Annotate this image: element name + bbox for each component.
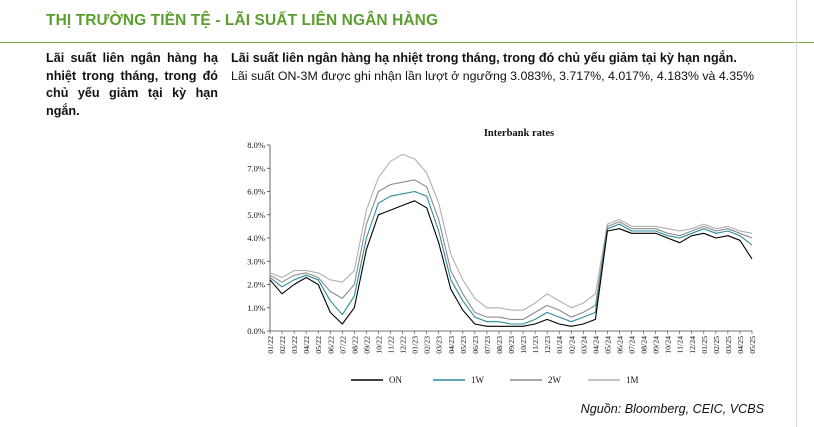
y-tick-label: 3.0%	[247, 256, 265, 266]
series-line-1w	[269, 190, 753, 325]
x-tick-label: 08/24	[640, 336, 649, 354]
page-divider	[796, 0, 797, 427]
x-tick-label: 12/24	[688, 336, 697, 354]
chart-title: Interbank rates	[484, 128, 554, 139]
x-tick-label: 05/25	[748, 336, 757, 354]
summary-body: Lãi suất ON-3M được ghi nhận lần lượt ở …	[231, 69, 755, 83]
x-tick-label: 04/24	[591, 336, 600, 354]
x-tick-label: 09/24	[652, 336, 661, 354]
y-tick-label: 1.0%	[247, 303, 265, 313]
x-tick-label: 06/24	[615, 336, 624, 354]
x-tick-label: 04/25	[736, 336, 745, 354]
x-tick-label: 02/24	[567, 336, 576, 354]
sidebar-summary: Lãi suất liên ngân hàng hạ nhiệt trong t…	[46, 51, 218, 118]
x-tick-label: 03/24	[579, 336, 588, 354]
section-header: THỊ TRƯỜNG TIỀN TỆ - LÃI SUẤT LIÊN NGÂN …	[0, 0, 814, 43]
series-line-on	[269, 200, 753, 327]
section-title: THỊ TRƯỜNG TIỀN TỆ - LÃI SUẤT LIÊN NGÂN …	[46, 12, 439, 29]
x-tick-label: 01/25	[700, 336, 709, 354]
x-tick-label: 03/25	[724, 336, 733, 354]
x-tick-label: 07/24	[628, 336, 637, 354]
x-tick-label: 11/22	[387, 336, 396, 354]
y-tick-label: 0.0%	[247, 326, 265, 336]
legend-label-1w: 1W	[471, 375, 485, 385]
y-tick-label: 6.0%	[247, 187, 265, 197]
x-tick-label: 03/23	[435, 336, 444, 354]
x-tick-label: 06/23	[471, 336, 480, 354]
x-tick-label: 02/22	[278, 336, 287, 354]
x-tick-label: 04/23	[447, 336, 456, 354]
x-tick-label: 01/24	[555, 336, 564, 354]
x-tick-label: 09/22	[362, 336, 371, 354]
x-tick-label: 05/24	[603, 336, 612, 354]
x-tick-label: 12/22	[399, 336, 408, 354]
x-tick-label: 11/24	[676, 336, 685, 354]
x-tick-label: 07/22	[338, 336, 347, 354]
x-tick-label: 01/23	[411, 336, 420, 354]
x-tick-label: 09/23	[507, 336, 516, 354]
y-tick-label: 7.0%	[247, 163, 265, 173]
source-note: Nguồn: Bloomberg, CEIC, VCBS	[580, 402, 764, 416]
x-tick-label: 10/23	[519, 336, 528, 354]
x-tick-label: 10/22	[374, 336, 383, 354]
x-tick-label: 02/25	[712, 336, 721, 354]
x-tick-label: 08/23	[495, 336, 504, 354]
legend-label-on: ON	[389, 375, 402, 385]
x-tick-label: 12/23	[543, 336, 552, 354]
y-tick-label: 4.0%	[247, 233, 265, 243]
series-line-1m	[269, 153, 753, 311]
x-tick-label: 04/22	[302, 336, 311, 354]
y-tick-label: 8.0%	[247, 140, 265, 150]
interbank-rates-chart: Interbank rates 0.0% 1.0% 2.0% 3.0% 4.0% 5.0% 6…	[247, 128, 757, 385]
x-tick-label: 02/23	[423, 336, 432, 354]
y-tick-label: 5.0%	[247, 210, 265, 220]
x-tick-label: 03/22	[290, 336, 299, 354]
x-tick-label: 10/24	[664, 336, 673, 354]
summary-heading: Lãi suất liên ngân hàng hạ nhiệt trong t…	[231, 51, 737, 65]
legend-label-2w: 2W	[548, 375, 562, 385]
series-line-2w	[269, 179, 753, 320]
x-tick-label: 11/23	[531, 336, 540, 354]
legend-label-1m: 1M	[626, 375, 639, 385]
x-tick-label: 01/22	[266, 336, 275, 354]
x-tick-label: 05/23	[459, 336, 468, 354]
x-tick-label: 05/22	[314, 336, 323, 354]
x-tick-label: 06/22	[326, 336, 335, 354]
x-tick-label: 07/23	[483, 336, 492, 354]
y-tick-label: 2.0%	[247, 280, 265, 290]
x-tick-label: 08/22	[350, 336, 359, 354]
